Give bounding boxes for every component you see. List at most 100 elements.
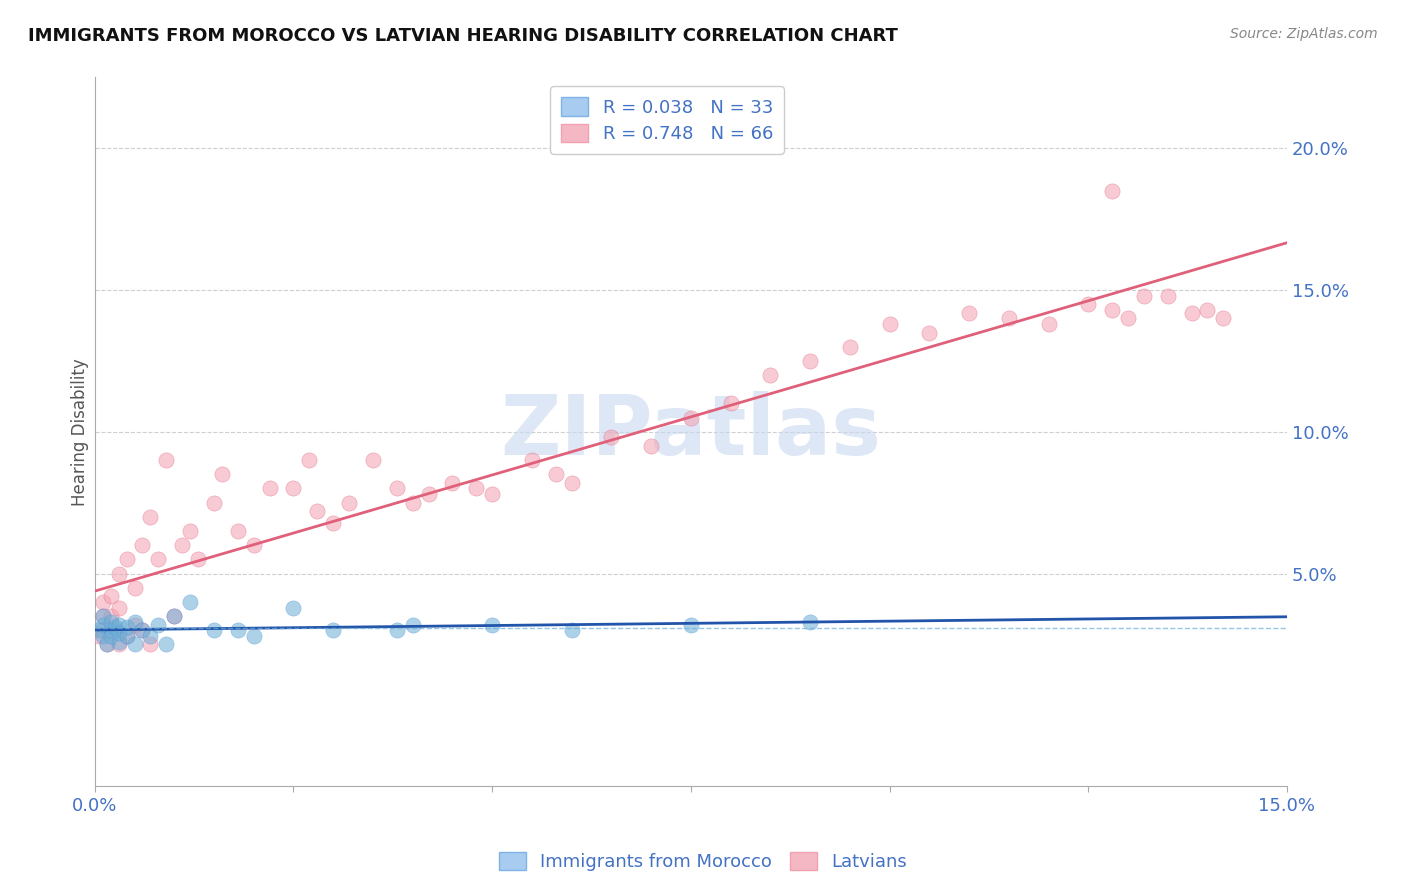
Point <box>242 629 264 643</box>
Point <box>115 629 138 643</box>
Point <box>520 453 543 467</box>
Point <box>107 566 129 581</box>
Point <box>561 475 583 490</box>
Point <box>259 482 281 496</box>
Point <box>115 620 138 634</box>
Point <box>96 637 118 651</box>
Point <box>100 629 122 643</box>
Point <box>997 311 1019 326</box>
Point <box>838 340 860 354</box>
Point <box>187 552 209 566</box>
Point <box>155 637 177 651</box>
Legend: R = 0.038   N = 33, R = 0.748   N = 66: R = 0.038 N = 33, R = 0.748 N = 66 <box>550 87 783 154</box>
Point <box>107 634 129 648</box>
Point <box>107 626 129 640</box>
Point <box>640 439 662 453</box>
Point <box>124 581 146 595</box>
Point <box>104 624 127 638</box>
Point <box>100 615 122 629</box>
Point <box>418 487 440 501</box>
Point <box>679 410 702 425</box>
Point <box>385 482 408 496</box>
Point <box>115 552 138 566</box>
Point <box>100 589 122 603</box>
Point <box>1133 289 1156 303</box>
Point <box>1197 302 1219 317</box>
Y-axis label: Hearing Disability: Hearing Disability <box>72 358 89 506</box>
Point <box>1101 302 1123 317</box>
Point <box>465 482 488 496</box>
Point <box>879 317 901 331</box>
Point <box>1101 184 1123 198</box>
Point <box>131 624 153 638</box>
Text: ZIPatlas: ZIPatlas <box>501 392 882 472</box>
Point <box>179 595 201 609</box>
Point <box>1181 306 1204 320</box>
Point <box>544 467 567 482</box>
Point <box>759 368 782 383</box>
Point <box>322 516 344 530</box>
Legend: Immigrants from Morocco, Latvians: Immigrants from Morocco, Latvians <box>492 845 914 879</box>
Point <box>91 595 114 609</box>
Point <box>337 496 360 510</box>
Point <box>1157 289 1180 303</box>
Point <box>172 538 194 552</box>
Point <box>1116 311 1139 326</box>
Point <box>155 453 177 467</box>
Point <box>179 524 201 538</box>
Point <box>163 609 186 624</box>
Point <box>91 609 114 624</box>
Point <box>91 624 114 638</box>
Point <box>1212 311 1234 326</box>
Text: IMMIGRANTS FROM MOROCCO VS LATVIAN HEARING DISABILITY CORRELATION CHART: IMMIGRANTS FROM MOROCCO VS LATVIAN HEARI… <box>28 27 898 45</box>
Point <box>107 637 129 651</box>
Point <box>600 430 623 444</box>
Point <box>561 624 583 638</box>
Point <box>148 552 170 566</box>
Point <box>148 617 170 632</box>
Point <box>720 396 742 410</box>
Point <box>242 538 264 552</box>
Point <box>115 629 138 643</box>
Point <box>441 475 464 490</box>
Point <box>139 637 162 651</box>
Point <box>799 615 821 629</box>
Point <box>131 538 153 552</box>
Point <box>481 617 503 632</box>
Point <box>402 496 425 510</box>
Point <box>91 629 114 643</box>
Point <box>322 624 344 638</box>
Point <box>96 637 118 651</box>
Point <box>918 326 941 340</box>
Point <box>1038 317 1060 331</box>
Point <box>202 624 225 638</box>
Point <box>202 496 225 510</box>
Point <box>226 524 249 538</box>
Point <box>307 504 329 518</box>
Point <box>124 617 146 632</box>
Point <box>957 306 980 320</box>
Point <box>91 617 114 632</box>
Point <box>1077 297 1099 311</box>
Point <box>679 617 702 632</box>
Point <box>163 609 186 624</box>
Point <box>100 609 122 624</box>
Point <box>139 629 162 643</box>
Point <box>226 624 249 638</box>
Point <box>100 624 122 638</box>
Point <box>799 354 821 368</box>
Point <box>91 609 114 624</box>
Point <box>481 487 503 501</box>
Point <box>139 509 162 524</box>
Point <box>124 615 146 629</box>
Point <box>402 617 425 632</box>
Point <box>87 624 110 638</box>
Point <box>87 629 110 643</box>
Point <box>385 624 408 638</box>
Point <box>124 637 146 651</box>
Point <box>107 600 129 615</box>
Point <box>131 624 153 638</box>
Point <box>298 453 321 467</box>
Point <box>361 453 384 467</box>
Point <box>283 482 305 496</box>
